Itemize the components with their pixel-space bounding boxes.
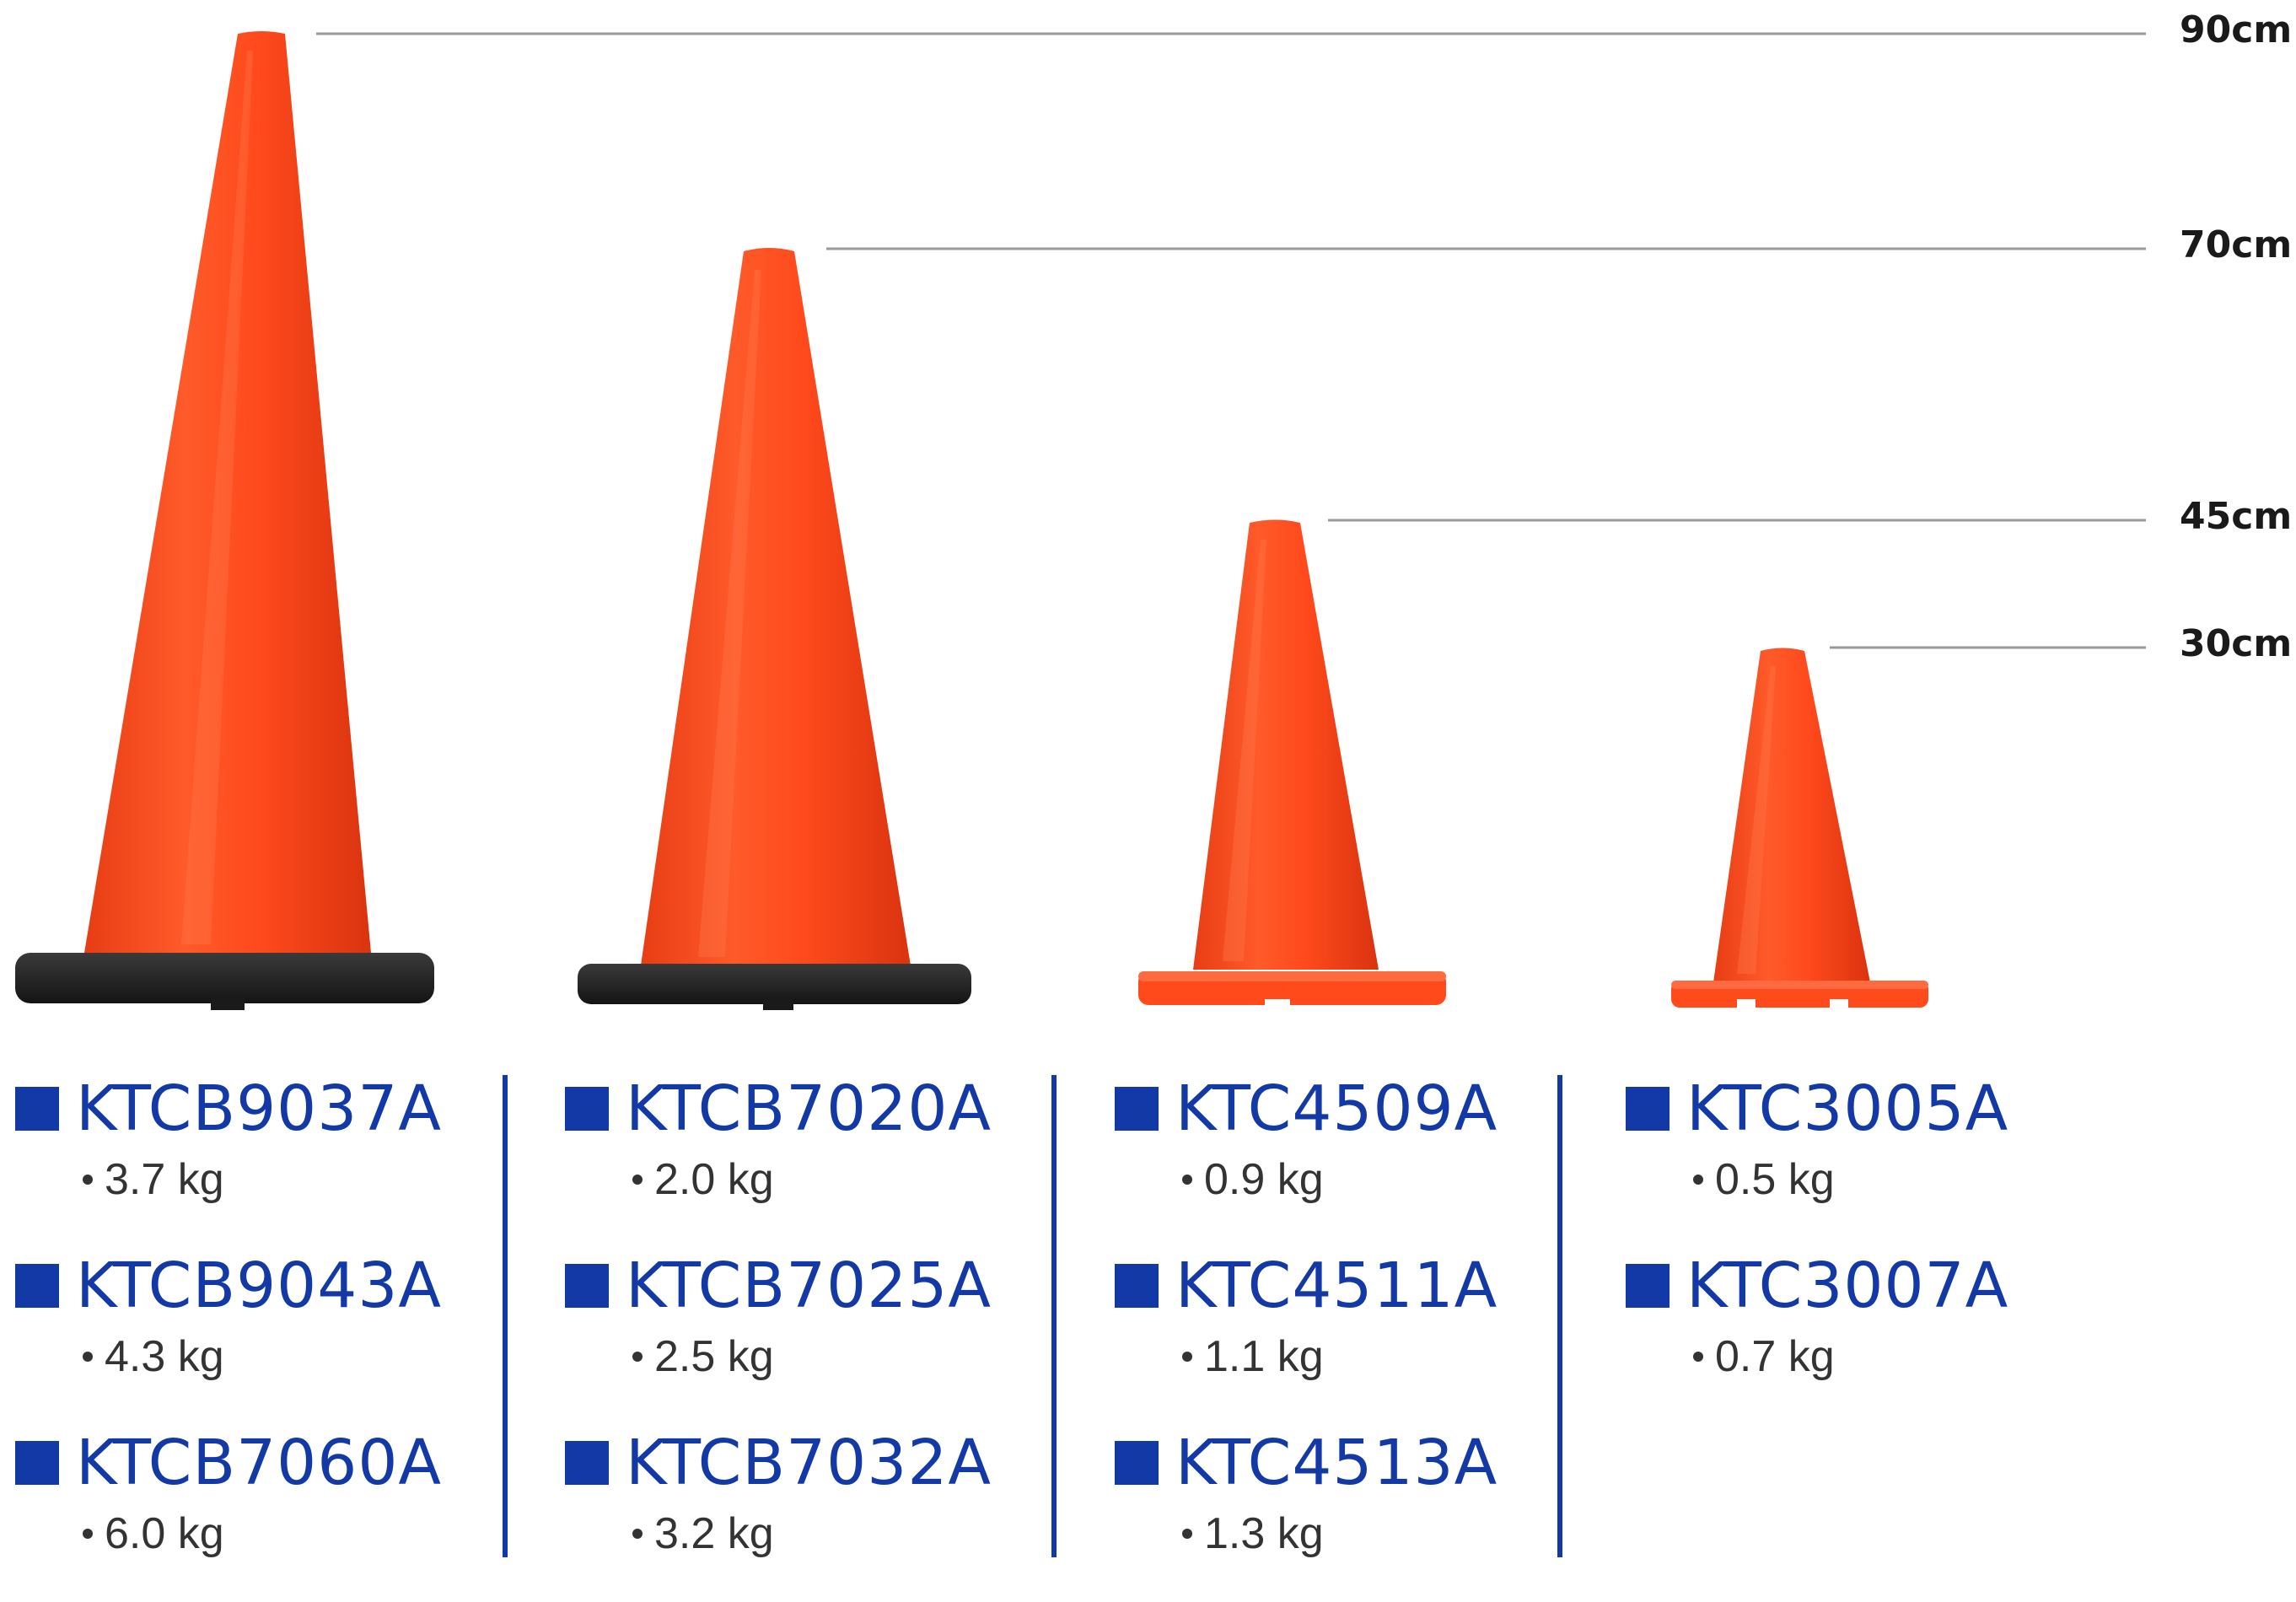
cones-illustration: [15, 31, 2146, 1010]
blue-square-icon: [565, 1264, 609, 1308]
bullet-icon: [83, 1352, 93, 1362]
product-entry: KTCB7025A 2.5 kg: [565, 1248, 992, 1425]
blue-square-icon: [1115, 1441, 1159, 1485]
product-weight: 6.0 kg: [105, 1509, 224, 1558]
column-divider: [503, 1075, 508, 1557]
bullet-icon: [1693, 1352, 1703, 1362]
product-column-45cm: KTC4509A 0.9 kg KTC4511A 1.1 kg KTC4513A…: [1115, 1071, 1498, 1602]
product-weight: 0.9 kg: [1204, 1155, 1324, 1204]
product-weight: 1.3 kg: [1204, 1509, 1324, 1558]
bullet-icon: [83, 1175, 93, 1185]
cone-90cm: [15, 31, 434, 1010]
product-code: KTC4511A: [1175, 1250, 1498, 1322]
product-weight: 2.5 kg: [654, 1332, 774, 1381]
product-code: KTC3007A: [1686, 1250, 2009, 1322]
blue-square-icon: [565, 1441, 609, 1485]
product-weight: 4.3 kg: [105, 1332, 224, 1381]
product-entry: KTCB9043A 4.3 kg: [15, 1248, 442, 1425]
bullet-icon: [83, 1529, 93, 1539]
product-code: KTC3005A: [1686, 1072, 2009, 1145]
product-entry: KTC3005A 0.5 kg: [1626, 1071, 2008, 1248]
product-entry: KTCB7032A 3.2 kg: [565, 1425, 992, 1602]
product-entry: KTCB7020A 2.0 kg: [565, 1071, 992, 1248]
bullet-icon: [1182, 1175, 1192, 1185]
product-column-30cm: KTC3005A 0.5 kg KTC3007A 0.7 kg: [1626, 1071, 2008, 1425]
bullet-icon: [1182, 1352, 1192, 1362]
product-weight: 3.7 kg: [105, 1155, 224, 1204]
product-code: KTCB7020A: [626, 1072, 992, 1145]
bullet-icon: [632, 1175, 643, 1185]
bullet-icon: [632, 1529, 643, 1539]
cone-45cm: [1138, 519, 1446, 1008]
cone-30cm: [1671, 648, 1928, 1008]
bullet-icon: [632, 1352, 643, 1362]
blue-square-icon: [15, 1087, 59, 1131]
product-entry: KTC4509A 0.9 kg: [1115, 1071, 1498, 1248]
blue-square-icon: [1626, 1087, 1670, 1131]
blue-square-icon: [15, 1441, 59, 1485]
blue-square-icon: [1626, 1264, 1670, 1308]
product-weight: 2.0 kg: [654, 1155, 774, 1204]
product-entry: KTC3007A 0.7 kg: [1626, 1248, 2008, 1425]
blue-square-icon: [1115, 1087, 1159, 1131]
height-label-30cm: 30cm: [2180, 622, 2293, 665]
cone-70cm: [578, 248, 971, 1010]
blue-square-icon: [565, 1087, 609, 1131]
product-code: KTCB9043A: [76, 1250, 443, 1322]
product-entry: KTC4511A 1.1 kg: [1115, 1248, 1498, 1425]
blue-square-icon: [15, 1264, 59, 1308]
product-weight: 1.1 kg: [1204, 1332, 1324, 1381]
product-weight: 0.5 kg: [1715, 1155, 1835, 1204]
column-divider: [1557, 1075, 1562, 1557]
product-entry: KTC4513A 1.3 kg: [1115, 1425, 1498, 1602]
product-code: KTC4513A: [1175, 1427, 1498, 1499]
product-column-70cm: KTCB7020A 2.0 kg KTCB7025A 2.5 kg KTCB70…: [565, 1071, 992, 1602]
product-code: KTCB7032A: [626, 1427, 992, 1499]
product-code: KTC4509A: [1175, 1072, 1498, 1145]
product-weight: 3.2 kg: [654, 1509, 774, 1558]
height-label-45cm: 45cm: [2180, 495, 2293, 538]
product-code: KTCB7025A: [626, 1250, 992, 1322]
product-code: KTCB7060A: [76, 1427, 443, 1499]
height-label-90cm: 90cm: [2180, 8, 2293, 51]
bullet-icon: [1182, 1529, 1192, 1539]
product-weight: 0.7 kg: [1715, 1332, 1835, 1381]
column-divider: [1051, 1075, 1057, 1557]
blue-square-icon: [1115, 1264, 1159, 1308]
bullet-icon: [1693, 1175, 1703, 1185]
product-entry: KTCB7060A 6.0 kg: [15, 1425, 442, 1602]
height-label-70cm: 70cm: [2180, 223, 2293, 266]
product-code: KTCB9037A: [76, 1072, 443, 1145]
product-column-90cm: KTCB9037A 3.7 kg KTCB9043A 4.3 kg KTCB70…: [15, 1071, 442, 1602]
product-entry: KTCB9037A 3.7 kg: [15, 1071, 442, 1248]
